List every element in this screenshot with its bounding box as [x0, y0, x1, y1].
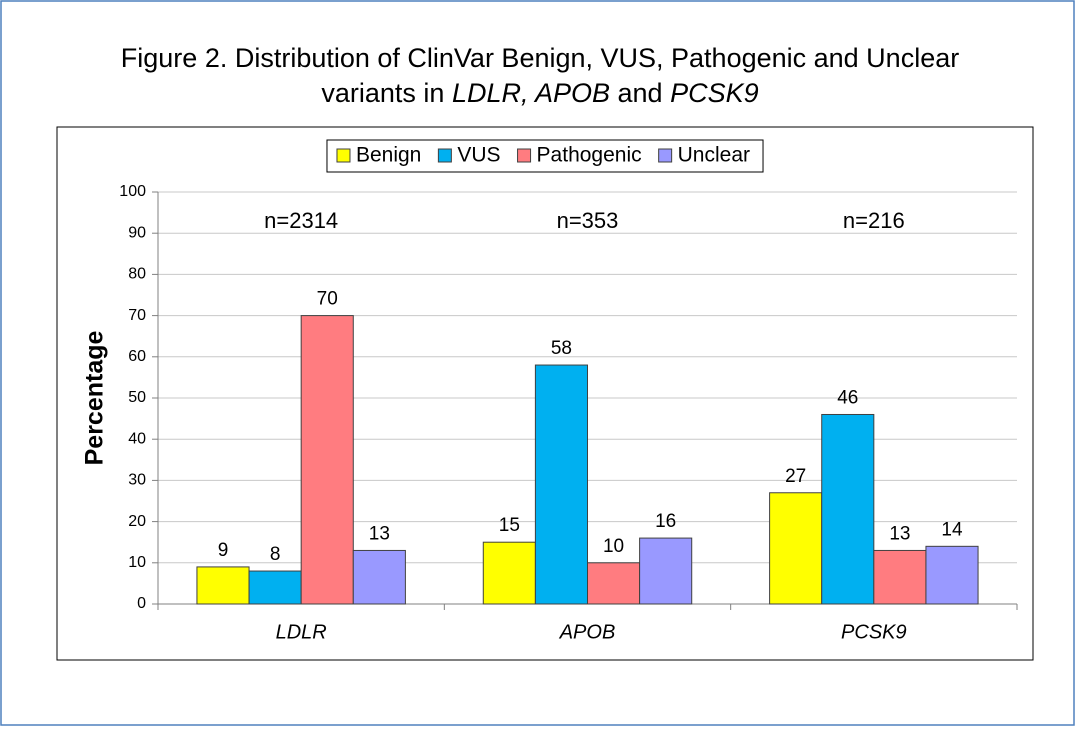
- legend-swatch: [517, 148, 532, 163]
- x-tick-label: APOB: [559, 621, 616, 643]
- y-tick-label: 40: [128, 430, 146, 447]
- y-tick-label: 50: [128, 389, 146, 406]
- legend-label: Pathogenic: [537, 144, 642, 167]
- y-tick-label: 80: [128, 266, 146, 283]
- annotation: n=353: [557, 208, 619, 233]
- y-tick-label: 0: [137, 595, 146, 612]
- value-label: 58: [551, 338, 572, 359]
- y-tick-label: 20: [128, 513, 146, 530]
- value-label: 27: [785, 466, 806, 487]
- value-label: 10: [603, 536, 624, 557]
- bar: [873, 549, 927, 605]
- legend-swatch: [336, 148, 351, 163]
- legend-swatch: [658, 148, 673, 163]
- legend-label: Unclear: [678, 144, 750, 167]
- bar: [769, 492, 823, 605]
- bar: [925, 545, 979, 605]
- y-tick-label: 10: [128, 554, 146, 571]
- value-label: 46: [837, 387, 858, 408]
- value-label: 8: [270, 544, 281, 565]
- value-label: 16: [655, 511, 676, 532]
- value-label: 13: [889, 523, 910, 544]
- y-tick-label: 30: [128, 472, 146, 489]
- legend-swatch: [437, 148, 452, 163]
- title-part: PCSK9: [670, 78, 759, 108]
- y-tick-label: 90: [128, 224, 146, 241]
- title-part: variants in: [321, 78, 452, 108]
- bar: [300, 315, 354, 605]
- bar: [534, 364, 588, 605]
- value-label: 70: [317, 289, 338, 310]
- legend-label: Benign: [356, 144, 421, 167]
- value-label: 14: [941, 519, 963, 540]
- chart-title-line: variants in LDLR, APOB and PCSK9: [321, 78, 758, 108]
- y-tick-label: 60: [128, 348, 146, 365]
- bar: [248, 570, 302, 605]
- y-tick-label: 100: [119, 183, 146, 200]
- bar: [482, 541, 536, 605]
- title-part: and: [610, 78, 670, 108]
- bar: [639, 537, 693, 605]
- bar: [196, 566, 250, 605]
- legend-label: VUS: [457, 144, 500, 167]
- title-part: LDLR, APOB: [452, 78, 610, 108]
- x-tick-label: LDLR: [276, 621, 327, 643]
- bar: [821, 413, 875, 605]
- value-label: 9: [218, 540, 229, 561]
- legend-box: [326, 139, 764, 173]
- annotation: n=2314: [264, 208, 338, 233]
- annotation: n=216: [843, 208, 905, 233]
- y-tick-label: 70: [128, 307, 146, 324]
- chart-title: Figure 2. Distribution of ClinVar Benign…: [121, 43, 959, 73]
- value-label: 15: [499, 515, 520, 536]
- bar: [352, 549, 406, 605]
- value-label: 13: [369, 523, 390, 544]
- y-axis-label: Percentage: [81, 331, 109, 466]
- bar: [587, 562, 641, 605]
- x-tick-label: PCSK9: [841, 621, 907, 643]
- legend: Benign VUS Pathogenic Unclear: [326, 139, 764, 173]
